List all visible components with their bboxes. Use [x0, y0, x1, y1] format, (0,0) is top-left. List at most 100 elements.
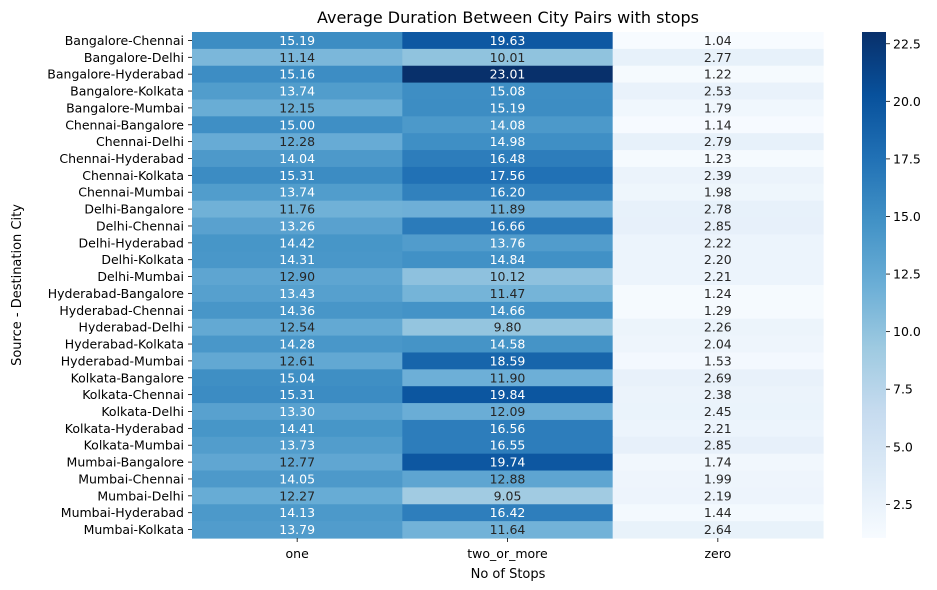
cell-value-label: 14.36 [279, 303, 315, 318]
heatmap-cell [612, 32, 824, 50]
heatmap-cell [402, 369, 614, 387]
colorbar-tick-label: 7.5 [893, 382, 913, 397]
y-tick-label: Kolkata-Hyderabad [65, 421, 184, 436]
heatmap-cell [192, 369, 403, 387]
heatmap-cell [402, 386, 614, 404]
cell-value-label: 14.98 [490, 134, 526, 149]
heatmap-cell [192, 48, 403, 67]
heatmap-cell [612, 436, 824, 455]
cell-value-label: 1.44 [704, 505, 732, 520]
heatmap-cell [612, 166, 824, 185]
cell-value-label: 11.89 [490, 202, 526, 217]
y-tick-label: Delhi-Bangalore [84, 202, 184, 217]
x-axis: one two_or_more zero [286, 538, 731, 561]
heatmap-cell [612, 183, 824, 202]
cell-value-label: 1.53 [704, 353, 732, 368]
heatmap-cell [192, 150, 403, 168]
heatmap-cell [192, 521, 403, 539]
heatmap-cell [192, 285, 403, 303]
heatmap-cell [402, 166, 614, 185]
heatmap-cell [612, 521, 824, 539]
y-tick-label: Delhi-Mumbai [97, 269, 184, 284]
cell-value-label: 16.20 [490, 185, 526, 200]
heatmap-cell [192, 268, 403, 286]
cell-value-label: 15.00 [279, 117, 315, 132]
cell-value-label: 2.21 [704, 421, 732, 436]
heatmap-cell [402, 48, 614, 67]
colorbar-tick-label: 17.5 [893, 151, 921, 166]
y-tick-label: Kolkata-Chennai [82, 387, 184, 402]
heatmap-cell [402, 521, 614, 539]
cell-value-label: 11.64 [490, 522, 526, 537]
heatmap-annotations: 15.19 19.63 1.04 11.14 10.01 2.77 15.16 23.01 1.… [279, 33, 732, 537]
heatmap-cell [402, 234, 614, 252]
heatmap-cell [402, 301, 614, 320]
cell-value-label: 2.85 [704, 438, 732, 453]
cell-value-label: 19.74 [490, 455, 526, 470]
y-tick-label: Bangalore-Mumbai [66, 100, 184, 115]
heatmap-cell [402, 82, 614, 101]
cell-value-label: 15.08 [490, 84, 526, 99]
heatmap-cell [612, 285, 824, 303]
y-tick-label: Mumbai-Hyderabad [61, 505, 184, 520]
heatmap-cell [402, 318, 614, 337]
heatmap-cell [612, 301, 824, 320]
cell-value-label: 12.88 [490, 471, 526, 486]
cell-value-label: 9.80 [494, 320, 522, 335]
heatmap-cell [612, 65, 824, 84]
y-axis: Bangalore-Chennai Bangalore-Delhi Bangalor… [47, 33, 192, 537]
y-tick-label: Hyderabad-Kolkata [65, 337, 184, 352]
cell-value-label: 1.99 [704, 471, 732, 486]
heatmap-cell [192, 504, 403, 522]
cell-value-label: 19.63 [490, 33, 526, 48]
cell-value-label: 13.26 [279, 218, 315, 233]
cell-value-label: 17.56 [490, 168, 526, 183]
heatmap-cell [192, 403, 403, 421]
cell-value-label: 2.85 [704, 218, 732, 233]
cell-value-label: 1.74 [704, 455, 732, 470]
x-axis-label: No of Stops [471, 567, 546, 582]
cell-value-label: 2.38 [704, 387, 732, 402]
y-tick-label: Delhi-Hyderabad [79, 235, 184, 250]
colorbar-tick-label: 12.5 [893, 267, 921, 282]
heatmap-cell [612, 386, 824, 404]
heatmap-cell [402, 251, 614, 269]
cell-value-label: 14.28 [279, 337, 315, 352]
heatmap-cell [402, 504, 614, 522]
cell-value-label: 14.42 [279, 235, 315, 250]
cell-value-label: 14.13 [279, 505, 315, 520]
cell-value-label: 1.22 [704, 67, 732, 82]
cell-value-label: 19.84 [490, 387, 526, 402]
cell-value-label: 13.73 [279, 438, 315, 453]
cell-value-label: 14.58 [490, 337, 526, 352]
cell-value-label: 12.27 [279, 488, 315, 503]
cell-value-label: 2.77 [704, 50, 732, 65]
heatmap-cell [612, 403, 824, 421]
y-axis-label: Source - Destination City [10, 204, 25, 366]
heatmap-cell [402, 65, 614, 84]
heatmap-cell [402, 436, 614, 455]
cell-value-label: 11.90 [490, 370, 526, 385]
y-tick-label: Hyderabad-Delhi [79, 320, 184, 335]
heatmap-cell [612, 335, 824, 354]
heatmap-cell [192, 419, 403, 438]
y-tick-label: Bangalore-Hyderabad [47, 67, 184, 82]
heatmap-cell [402, 285, 614, 303]
cell-value-label: 2.79 [704, 134, 732, 149]
cell-value-label: 13.74 [279, 185, 315, 200]
cell-value-label: 2.39 [704, 168, 732, 183]
cell-value-label: 14.05 [279, 471, 315, 486]
heatmap-cell [192, 335, 403, 354]
heatmap-cell [402, 352, 614, 370]
y-tick-label: Hyderabad-Mumbai [61, 353, 184, 368]
heatmap-cell [612, 116, 824, 134]
y-tick-label: Hyderabad-Bangalore [48, 286, 185, 301]
cell-value-label: 9.05 [494, 488, 522, 503]
heatmap-cell [402, 335, 614, 354]
heatmap-cell [192, 183, 403, 202]
cell-value-label: 2.69 [704, 370, 732, 385]
cell-value-label: 12.09 [490, 404, 526, 419]
heatmap-cell [402, 217, 614, 235]
cell-value-label: 14.04 [279, 151, 315, 166]
